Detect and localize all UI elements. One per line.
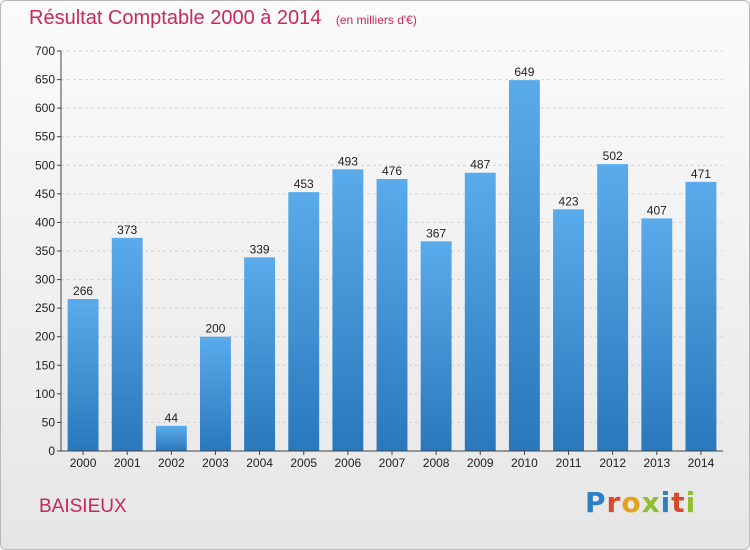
y-tick-label: 500 xyxy=(35,158,55,172)
data-label: 493 xyxy=(338,154,358,168)
data-label: 44 xyxy=(165,411,179,425)
data-label: 407 xyxy=(647,203,667,217)
x-tick-label: 2000 xyxy=(70,456,97,470)
x-tick-label: 2003 xyxy=(202,456,229,470)
chart-unit: (en milliers d'€) xyxy=(335,13,417,27)
chart-title: Résultat Comptable 2000 à 2014 xyxy=(29,7,322,29)
logo-letter: o xyxy=(621,486,642,519)
bars xyxy=(67,80,717,452)
bar xyxy=(641,218,673,451)
labels: 266 373 44 200 339 453 493 476 367 487 649 423 502 40… xyxy=(73,65,711,425)
y-tick-label: 600 xyxy=(35,101,55,115)
x-tick-label: 2005 xyxy=(290,456,317,470)
x-tick-label: 2013 xyxy=(643,456,670,470)
axes: 0 50 100 150 200 250 300 350 400 450 500 550 600 650 7… xyxy=(35,44,723,470)
y-tick-label: 100 xyxy=(35,387,55,401)
y-tick-label: 0 xyxy=(48,444,55,458)
x-tick-label: 2004 xyxy=(246,456,273,470)
data-label: 266 xyxy=(73,284,93,298)
y-tick-label: 350 xyxy=(35,244,55,258)
data-label: 649 xyxy=(514,65,534,79)
bar xyxy=(464,172,496,451)
data-label: 487 xyxy=(470,158,490,172)
bar xyxy=(685,181,717,451)
bar xyxy=(508,80,540,452)
bar xyxy=(376,179,408,451)
y-tick-label: 650 xyxy=(35,73,55,87)
x-tick-label: 2002 xyxy=(158,456,185,470)
data-label: 471 xyxy=(691,167,711,181)
logo-letter: i xyxy=(660,486,672,519)
bar xyxy=(67,299,99,451)
commune-name: BAISIEUX xyxy=(39,496,127,517)
bar xyxy=(244,257,276,451)
y-tick-label: 700 xyxy=(35,44,55,58)
x-tick-label: 2007 xyxy=(379,456,406,470)
logo-letter: t xyxy=(671,486,686,519)
data-label: 200 xyxy=(205,322,225,336)
logo-letter: x xyxy=(641,486,661,519)
data-label: 423 xyxy=(559,194,579,208)
bar xyxy=(111,237,143,451)
logo-letter: r xyxy=(606,486,622,519)
x-tick-label: 2012 xyxy=(599,456,626,470)
x-tick-label: 2010 xyxy=(511,456,538,470)
data-label: 453 xyxy=(294,177,314,191)
logo-letter: P xyxy=(585,486,607,519)
bar xyxy=(332,169,364,452)
y-tick-label: 200 xyxy=(35,330,55,344)
y-tick-label: 250 xyxy=(35,301,55,315)
bar xyxy=(597,164,629,451)
x-tick-label: 2008 xyxy=(423,456,450,470)
y-tick-label: 550 xyxy=(35,130,55,144)
bar xyxy=(288,192,320,451)
bar xyxy=(155,425,187,451)
y-tick-label: 50 xyxy=(42,415,56,429)
data-label: 502 xyxy=(603,149,623,163)
logo-letter: i xyxy=(685,486,697,519)
chart-title-block: Résultat Comptable 2000 à 2014 (en milli… xyxy=(29,7,417,30)
y-tick-label: 450 xyxy=(35,187,55,201)
y-tick-label: 300 xyxy=(35,273,55,287)
bar xyxy=(200,336,231,451)
data-label: 339 xyxy=(250,242,270,256)
x-tick-label: 2001 xyxy=(114,456,141,470)
data-label: 367 xyxy=(426,226,446,240)
x-tick-label: 2011 xyxy=(556,456,582,470)
y-tick-label: 150 xyxy=(35,358,55,372)
bar xyxy=(420,241,452,451)
y-tick-label: 400 xyxy=(35,215,55,229)
data-label: 476 xyxy=(382,164,402,178)
x-tick-label: 2009 xyxy=(467,456,494,470)
data-label: 373 xyxy=(117,223,137,237)
proxiti-logo: Proxiti xyxy=(585,486,696,519)
bar xyxy=(553,209,584,451)
x-tick-label: 2014 xyxy=(688,456,715,470)
x-tick-label: 2006 xyxy=(335,456,362,470)
